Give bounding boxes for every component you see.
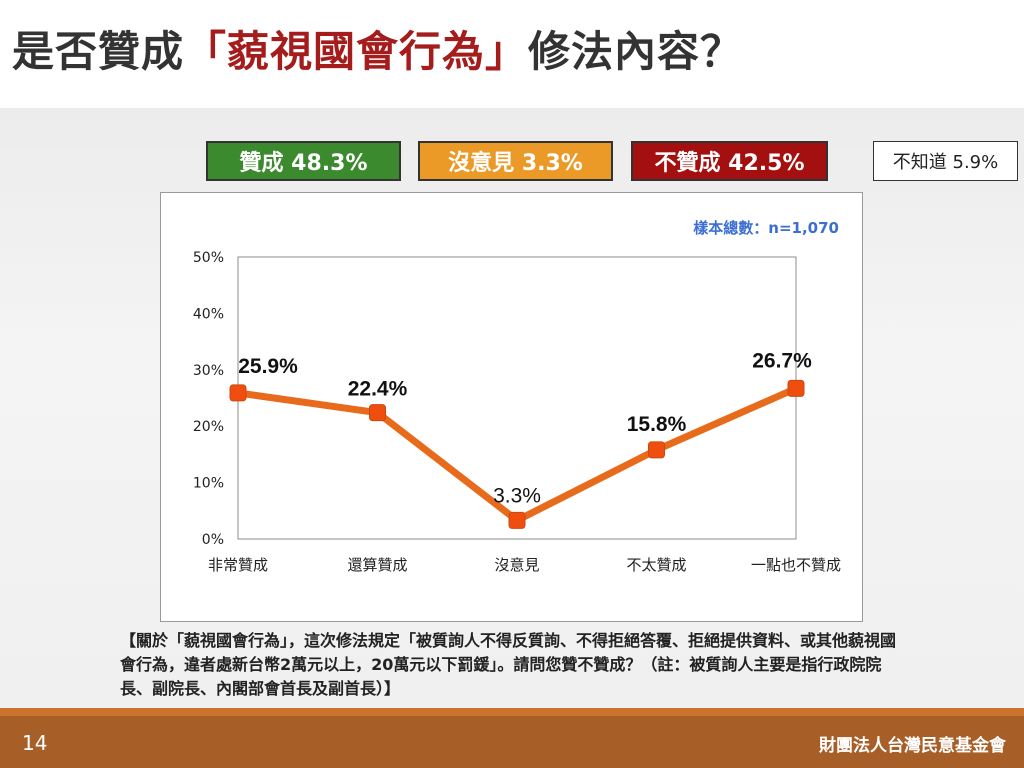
x-category-label: 沒意見: [494, 556, 539, 574]
data-label: 25.9%: [238, 355, 298, 378]
x-category-label: 一點也不贊成: [751, 556, 841, 574]
organization-name: 財團法人台灣民意基金會: [819, 736, 1006, 756]
title-suffix: 修法內容？: [528, 27, 744, 76]
y-tick-label: 30%: [193, 363, 224, 379]
x-category-label: 還算贊成: [347, 556, 407, 574]
data-point-marker: [787, 379, 805, 397]
y-tick-label: 0%: [202, 532, 224, 548]
page-number: 14: [22, 731, 48, 755]
data-label: 3.3%: [493, 484, 541, 507]
y-tick-label: 10%: [193, 476, 224, 492]
page-title: 是否贊成「藐視國會行為」修法內容？: [12, 18, 743, 79]
data-label: 15.8%: [627, 413, 687, 436]
data-point-marker: [508, 511, 526, 529]
x-category-label: 非常贊成: [208, 556, 268, 574]
y-tick-label: 20%: [193, 419, 224, 435]
line-chart: 樣本總數：n=1,070 0% 10% 20% 30% 40% 50% 非常贊成 還算贊成 沒意見…: [193, 219, 841, 574]
summary-unknown-box: 不知道 5.9%: [873, 141, 1018, 181]
y-tick-label: 40%: [193, 306, 224, 322]
data-label: 26.7%: [752, 349, 812, 372]
x-category-label: 不太贊成: [626, 556, 686, 574]
question-note: 【關於「藐視國會行為」，這次修法規定「被質詢人不得反質詢、不得拒絕答覆、拒絕提供…: [120, 631, 897, 698]
summary-agree-box: 贊成 48.3%: [206, 141, 401, 181]
footer-stripe: [0, 708, 1024, 716]
sample-size-label: 樣本總數：n=1,070: [693, 219, 839, 237]
data-point-marker: [648, 441, 665, 459]
title-highlight: 「藐視國會行為」: [184, 27, 529, 76]
summary-neutral-box: 沒意見 3.3%: [418, 141, 613, 181]
data-label: 22.4%: [348, 378, 408, 401]
footer-bar: [0, 708, 1024, 768]
y-tick-label: 50%: [193, 250, 224, 266]
data-point-marker: [369, 404, 386, 422]
title-prefix: 是否贊成: [12, 27, 185, 76]
title-bar: 是否贊成「藐視國會行為」修法內容？: [0, 0, 1024, 108]
data-point-marker: [229, 384, 247, 402]
summary-disagree-box: 不贊成 42.5%: [631, 141, 828, 181]
chart-frame: 樣本總數：n=1,070 0% 10% 20% 30% 40% 50% 非常贊成 還算贊成 沒意見…: [160, 192, 863, 622]
